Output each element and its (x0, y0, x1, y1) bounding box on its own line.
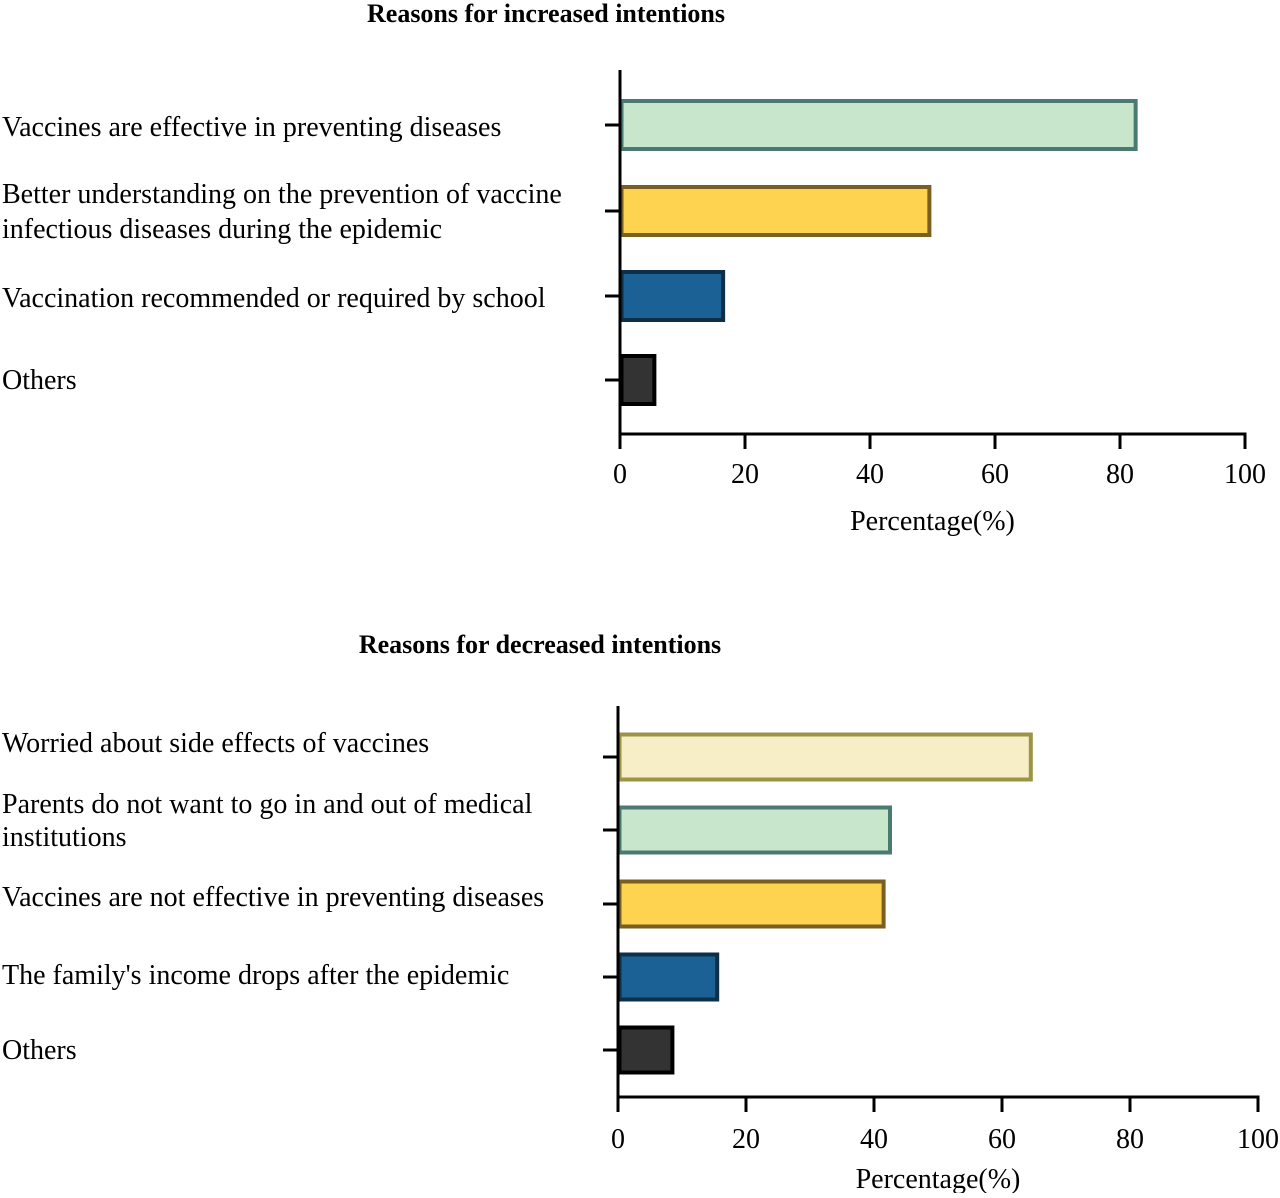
chart-title: Reasons for decreased intentions (359, 630, 721, 659)
category-label: Vaccines are effective in preventing dis… (2, 112, 501, 143)
x-tick-label: 60 (981, 459, 1009, 490)
x-tick-label: 0 (611, 1124, 625, 1155)
x-tick-label: 40 (856, 459, 884, 490)
category-label: Others (2, 365, 77, 396)
x-tick-label: 20 (731, 459, 759, 490)
bar (617, 879, 886, 929)
category-label: Parents do not want to go in and out of … (2, 789, 533, 820)
chart-panel-1: Reasons for increased intentions Vaccines… (2, 0, 1266, 537)
category-label: Others (2, 1035, 77, 1066)
x-axis-label: Percentage(%) (856, 1164, 1021, 1193)
x-tick-label: 80 (1106, 459, 1134, 490)
category-label: Vaccines are not effective in preventing… (2, 882, 544, 913)
chart-title: Reasons for increased intentions (367, 0, 725, 28)
x-tick-label: 80 (1116, 1124, 1144, 1155)
category-label: Worried about side effects of vaccines (2, 728, 429, 759)
x-tick-label: 60 (988, 1124, 1016, 1155)
category-label: infectious diseases during the epidemic (2, 214, 442, 245)
x-tick-label: 100 (1224, 459, 1266, 490)
category-label: Vaccination recommended or required by s… (2, 283, 546, 314)
category-label: institutions (2, 822, 126, 853)
bar (619, 99, 1138, 151)
bar (619, 354, 657, 406)
bar (619, 270, 726, 322)
category-label: Better understanding on the prevention o… (2, 179, 562, 210)
chart-panel-2: Reasons for decreased intentions Worried … (2, 630, 1279, 1195)
x-tick-label: 40 (860, 1124, 888, 1155)
bar (617, 952, 720, 1002)
category-label: The family's income drops after the epid… (2, 960, 509, 991)
x-axis-label: Percentage(%) (850, 506, 1015, 537)
bar (617, 1025, 675, 1075)
x-tick-label: 20 (732, 1124, 760, 1155)
bar (619, 185, 932, 237)
x-tick-label: 0 (613, 459, 627, 490)
x-tick-label: 100 (1237, 1124, 1279, 1155)
bar (617, 732, 1033, 782)
bar (617, 805, 892, 855)
